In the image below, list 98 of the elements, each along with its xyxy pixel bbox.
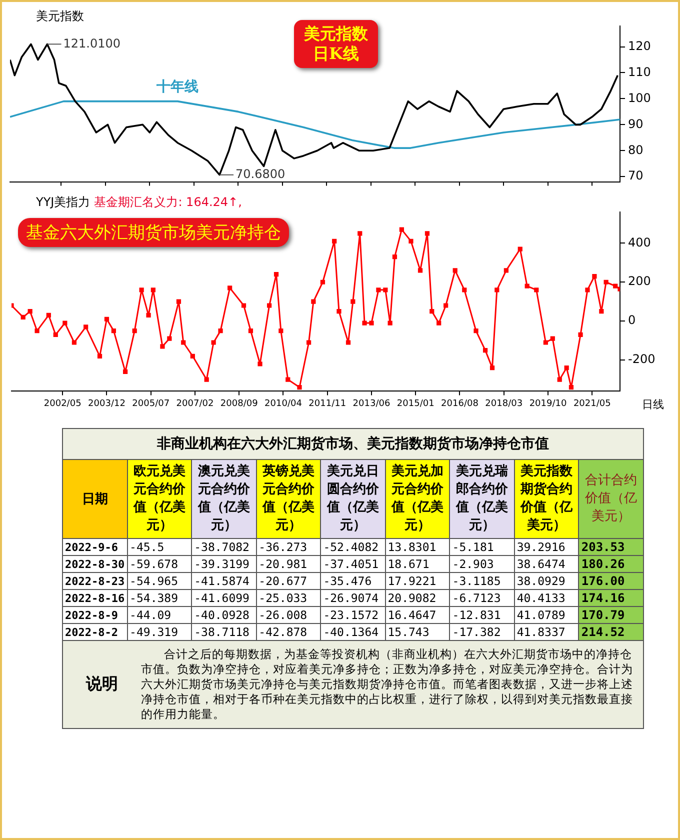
x-tick-label: 2016/08 bbox=[441, 398, 479, 409]
y-axis-title: 日期 bbox=[62, 460, 128, 538]
data-label: -35.476 bbox=[320, 572, 386, 590]
text: 合计之后的每期数据，为基金等投资机构（非商业机构）在六大外汇期货市场中的净持仓市值。负数为净空持仓，对应着美元净多持仓；正数为净多持仓，对应美元净空持仓。合计为六大外汇期货市场美元净持仓与美元指数期货净持仓市值。而笔者图表数据，又进一步将上述净持仓市值，相对于各币种在美元指数中的占比权重，进行了除权，以得到对美元指数最直接的作用力能量。 bbox=[141, 647, 634, 722]
x-tick-label: 2011/11 bbox=[308, 398, 346, 409]
data-label: 16.4647 bbox=[385, 606, 450, 624]
x-tick-label: 2019/10 bbox=[529, 398, 567, 409]
annotation: 70.6800 bbox=[236, 166, 286, 181]
data-label: -20.677 bbox=[256, 572, 321, 590]
data-label: -54.965 bbox=[127, 572, 192, 590]
data-label: -40.0928 bbox=[192, 606, 256, 624]
y-tick-label: 80 bbox=[628, 142, 644, 157]
data-label: -41.5874 bbox=[192, 572, 256, 590]
data-label: -5.181 bbox=[450, 538, 514, 556]
data-label: 41.8337 bbox=[514, 624, 579, 640]
x-tick-label: 2010/04 bbox=[264, 398, 302, 409]
x-tick-label: 2015/01 bbox=[396, 398, 434, 409]
data-label: -3.1185 bbox=[450, 572, 514, 590]
y-tick-label: 2022-9-6 bbox=[62, 538, 128, 556]
x-tick-label: 2002/05 bbox=[44, 398, 82, 409]
data-label: -39.3199 bbox=[192, 556, 256, 572]
text: 日线 bbox=[642, 397, 664, 412]
y-tick-label: 90 bbox=[628, 116, 644, 131]
x-tick-label: 欧元兑美元合约价值（亿美元） bbox=[127, 460, 192, 538]
data-label: -2.903 bbox=[450, 556, 514, 572]
y-tick-label: 100 bbox=[628, 90, 651, 105]
x-tick-label: 美元兑加元合约价值（亿美元） bbox=[385, 460, 450, 538]
data-label: 39.2916 bbox=[514, 538, 579, 556]
data-label: 214.52 bbox=[578, 624, 644, 640]
y-tick-label: 120 bbox=[628, 38, 651, 53]
y-tick-label: 70 bbox=[628, 168, 644, 183]
text: 说明 bbox=[84, 673, 119, 695]
x-tick-label: 2021/05 bbox=[573, 398, 611, 409]
x-tick-label: 2013/06 bbox=[352, 398, 390, 409]
x-tick-label: 澳元兑美元合约价值（亿美元） bbox=[192, 460, 256, 538]
data-label: -23.1572 bbox=[320, 606, 386, 624]
data-label: 38.0929 bbox=[514, 572, 579, 590]
data-label: 180.26 bbox=[578, 556, 644, 572]
y-tick-label: 2022-8-9 bbox=[62, 606, 128, 624]
y-tick-label: 0 bbox=[628, 313, 636, 328]
annotation: 基金六大外汇期货市场美元净持仓 bbox=[18, 218, 289, 247]
data-label: -38.7118 bbox=[192, 624, 256, 640]
x-tick-label: 2005/07 bbox=[132, 398, 170, 409]
chart-title: 美元指数 bbox=[36, 9, 84, 23]
data-label: -6.7123 bbox=[450, 590, 514, 606]
data-label: 170.79 bbox=[578, 606, 644, 624]
x-tick-label: 2008/09 bbox=[220, 398, 258, 409]
data-label: 17.9221 bbox=[385, 572, 450, 590]
data-label: -52.4082 bbox=[320, 538, 386, 556]
data-label: -44.09 bbox=[127, 606, 192, 624]
data-label: -26.9074 bbox=[320, 590, 386, 606]
data-label: -37.4051 bbox=[320, 556, 386, 572]
y-tick-label: 110 bbox=[628, 64, 651, 79]
chart-subtitle: 基金期汇名义力: 164.24↑, bbox=[94, 195, 242, 209]
data-label: -20.981 bbox=[256, 556, 321, 572]
data-label: -12.831 bbox=[450, 606, 514, 624]
data-label: 203.53 bbox=[578, 538, 644, 556]
annotation: 121.0100 bbox=[63, 36, 121, 50]
data-label: -26.008 bbox=[256, 606, 321, 624]
x-tick-label: 2018/03 bbox=[485, 398, 523, 409]
x-tick-label: 2003/12 bbox=[88, 398, 126, 409]
chart-title: 非商业机构在六大外汇期货市场、美元指数期货市场净持仓市值 bbox=[62, 428, 644, 460]
data-label: 40.4133 bbox=[514, 590, 579, 606]
y-tick-label: 400 bbox=[628, 235, 651, 250]
y-tick-label: -200 bbox=[628, 352, 656, 366]
data-label: 20.9082 bbox=[385, 590, 450, 606]
x-tick-label: 美元兑日圆合约价值（亿美元） bbox=[320, 460, 386, 538]
annotation: 美元指数日K线 bbox=[294, 20, 378, 68]
data-label: -41.6099 bbox=[192, 590, 256, 606]
x-tick-label: 英镑兑美元合约价值（亿美元） bbox=[256, 460, 321, 538]
y-tick-label: 2022-8-16 bbox=[62, 590, 128, 606]
data-label: 174.16 bbox=[578, 590, 644, 606]
data-label: 41.0789 bbox=[514, 606, 579, 624]
series-label: 十年线 bbox=[156, 78, 199, 95]
data-label: -40.1364 bbox=[320, 624, 386, 640]
data-label: 15.743 bbox=[385, 624, 450, 640]
data-label: 18.671 bbox=[385, 556, 450, 572]
data-label: -17.382 bbox=[450, 624, 514, 640]
data-label: -59.678 bbox=[127, 556, 192, 572]
data-label: 38.6474 bbox=[514, 556, 579, 572]
y-tick-label: 2022-8-2 bbox=[62, 624, 128, 640]
x-tick-label: 美元指数期货合约价值（亿美元） bbox=[514, 460, 579, 538]
data-label: -25.033 bbox=[256, 590, 321, 606]
chart-title: YYJ美指力 bbox=[36, 195, 90, 209]
x-tick-label: 美元兑瑞郎合约价值（亿美元） bbox=[450, 460, 514, 538]
x-tick-label: 合计合约价值（亿美元） bbox=[578, 460, 644, 538]
data-label: -36.273 bbox=[256, 538, 321, 556]
data-label: -54.389 bbox=[127, 590, 192, 606]
data-label: -42.878 bbox=[256, 624, 321, 640]
y-tick-label: 2022-8-30 bbox=[62, 556, 128, 572]
data-label: 13.8301 bbox=[385, 538, 450, 556]
x-tick-label: 2007/02 bbox=[176, 398, 214, 409]
y-tick-label: 200 bbox=[628, 274, 651, 288]
data-label: -45.5 bbox=[127, 538, 192, 556]
y-tick-label: 2022-8-23 bbox=[62, 572, 128, 590]
data-label: -49.319 bbox=[127, 624, 192, 640]
data-label: -38.7082 bbox=[192, 538, 256, 556]
data-label: 176.00 bbox=[578, 572, 644, 590]
